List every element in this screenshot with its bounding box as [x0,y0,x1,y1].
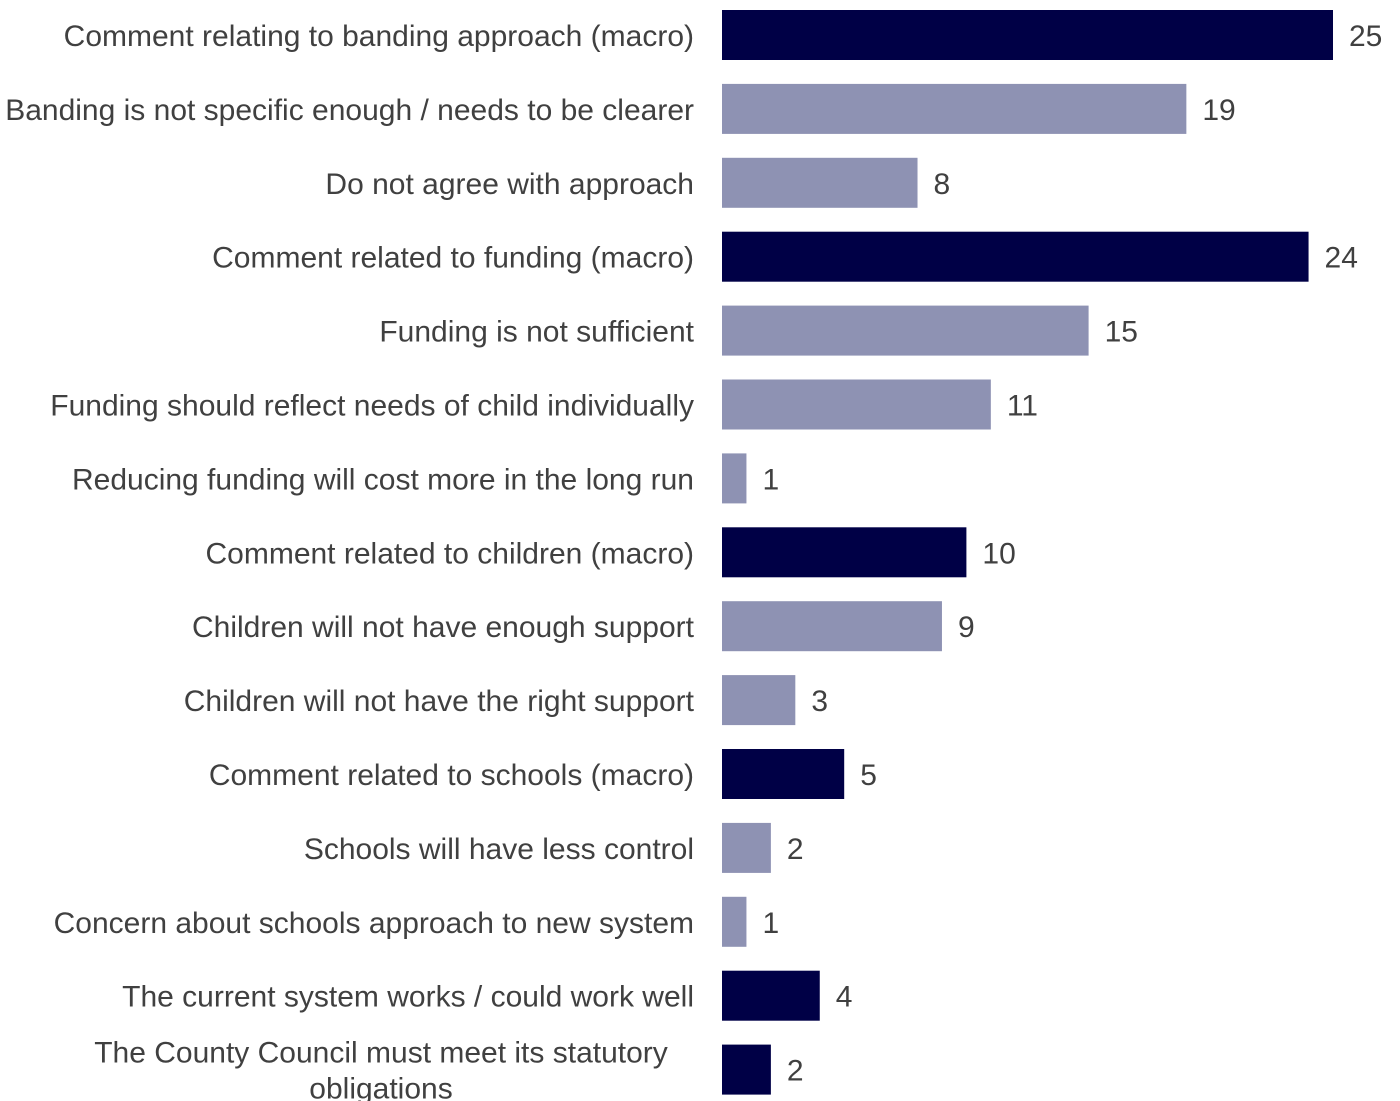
data-label-15: 2 [787,1055,804,1088]
category-label-15: The County Council must meet its statuto… [94,1037,668,1101]
category-label-13: Concern about schools approach to new sy… [54,907,694,940]
data-label-4: 24 [1325,242,1358,275]
bars-layer [722,10,1333,1095]
data-label-10: 3 [811,685,828,718]
bar-5 [722,305,1089,356]
data-label-7: 1 [762,463,779,496]
category-label-10: Children will not have the right support [184,685,695,718]
bar-macro-4 [722,231,1309,282]
category-label-11: Comment related to schools (macro) [209,759,694,792]
bar-10 [722,675,796,726]
category-label-14: The current system works / could work we… [122,981,694,1014]
category-labels: Comment relating to banding approach (ma… [5,20,694,1101]
category-label-3: Do not agree with approach [325,168,694,201]
bar-3 [722,157,918,208]
data-label-5: 15 [1105,316,1138,349]
category-label-7: Reducing funding will cost more in the l… [72,463,694,496]
bar-macro-14 [722,970,820,1021]
bar-macro-11 [722,749,845,799]
bar-6 [722,379,991,430]
data-label-1: 25 [1349,20,1382,53]
data-label-2: 19 [1202,94,1235,127]
data-label-13: 1 [762,907,779,940]
data-label-6: 11 [1007,390,1038,423]
category-label-1: Comment relating to banding approach (ma… [64,20,694,53]
category-label-9: Children will not have enough support [192,611,695,644]
bar-12 [722,822,771,873]
data-label-9: 9 [958,611,975,644]
data-label-12: 2 [787,833,804,866]
data-label-8: 10 [982,537,1015,570]
category-label-2: Banding is not specific enough / needs t… [5,94,694,127]
bar-macro-15 [722,1044,771,1095]
bar-2 [722,83,1187,134]
category-label-5: Funding is not sufficient [379,316,694,349]
bar-macro-8 [722,527,967,578]
data-label-11: 5 [860,759,877,792]
category-label-4: Comment related to funding (macro) [212,242,694,275]
bar-9 [722,601,942,652]
bar-macro-1 [722,10,1333,60]
category-label-12: Schools will have less control [304,833,694,866]
category-label-6: Funding should reflect needs of child in… [50,390,694,423]
bar-13 [722,896,747,947]
bar-7 [722,453,747,504]
category-label-8: Comment related to children (macro) [205,537,694,570]
data-label-3: 8 [934,168,951,201]
data-label-14: 4 [836,981,853,1014]
